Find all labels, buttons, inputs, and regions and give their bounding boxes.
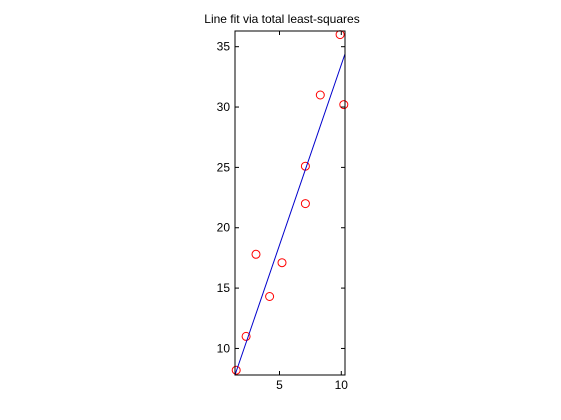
fit-line (234, 53, 346, 376)
data-point (315, 90, 325, 100)
x-tick-label: 5 (276, 378, 283, 392)
data-point (335, 30, 345, 40)
y-tick-label: 25 (217, 160, 231, 174)
data-point (241, 331, 251, 341)
x-tick-label: 10 (335, 378, 349, 392)
series-layer (231, 30, 349, 376)
y-tick-label: 10 (217, 341, 231, 355)
y-tick-label: 20 (217, 221, 231, 235)
chart-title: Line fit via total least-squares (204, 12, 359, 26)
data-point (277, 258, 287, 268)
y-tick-label: 35 (217, 40, 231, 54)
data-point (300, 199, 310, 209)
data-point (339, 100, 349, 110)
plot-frame (234, 30, 346, 376)
y-tick-label: 30 (217, 100, 231, 114)
data-point (251, 249, 261, 259)
y-tick-label: 15 (217, 281, 231, 295)
data-point (265, 292, 275, 301)
data-point (231, 365, 241, 375)
axis-layer: 5 10 10 15 20 25 30 35 (217, 31, 349, 392)
